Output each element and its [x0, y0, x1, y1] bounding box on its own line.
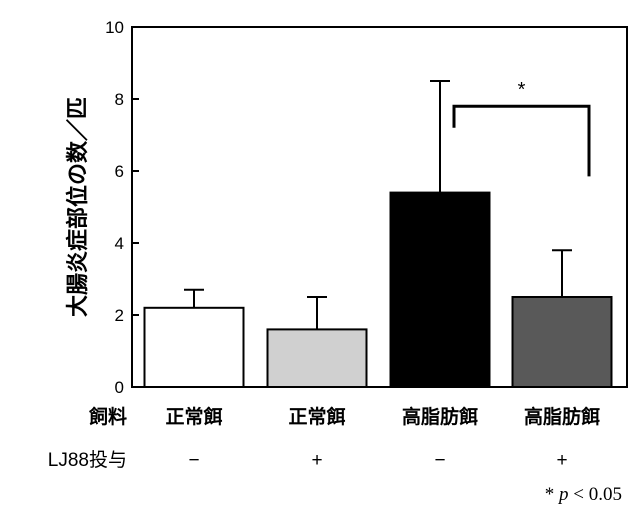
- y-tick-label: 2: [115, 306, 124, 325]
- y-tick-label: 10: [105, 18, 124, 37]
- y-tick-label: 6: [115, 162, 124, 181]
- bar: [389, 191, 491, 388]
- feed-row-label: 飼料: [88, 405, 127, 428]
- treatment-label: +: [311, 450, 322, 471]
- feed-label: 高脂肪餌: [402, 405, 478, 428]
- footnote: * p < 0.05: [545, 484, 622, 505]
- significance-marker: *: [518, 79, 526, 101]
- y-axis-label: 大腸炎症部位の数／匹: [65, 97, 90, 317]
- bar: [266, 328, 368, 388]
- y-tick-label: 8: [115, 90, 124, 109]
- bar: [511, 296, 613, 388]
- significance-bracket: [452, 104, 591, 177]
- y-tick-label: 0: [115, 378, 124, 397]
- y-tick-label: 4: [115, 234, 124, 253]
- treatment-row-label: LJ88投与: [48, 449, 127, 471]
- plot-frame: [131, 26, 628, 388]
- treatment-label: −: [188, 450, 199, 471]
- treatment-label: −: [434, 450, 445, 471]
- treatment-label: +: [556, 450, 567, 471]
- bar: [143, 306, 245, 388]
- feed-label: 高脂肪餌: [524, 405, 600, 428]
- feed-label: 正常餌: [288, 405, 345, 428]
- feed-label: 正常餌: [165, 405, 222, 428]
